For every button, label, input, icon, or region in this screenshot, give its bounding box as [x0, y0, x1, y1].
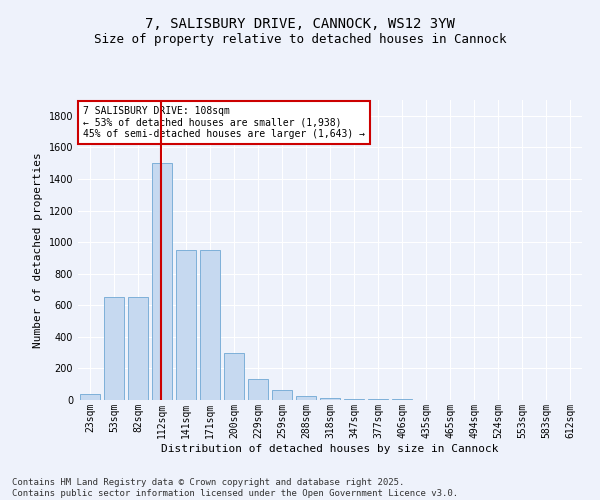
Bar: [224, 354, 244, 400]
Bar: [80, 394, 100, 400]
Bar: [200, 250, 220, 400]
Bar: [272, 390, 292, 400]
Bar: [104, 298, 124, 400]
Bar: [128, 298, 148, 400]
Bar: [248, 380, 268, 400]
Y-axis label: Number of detached properties: Number of detached properties: [33, 152, 43, 348]
Text: Contains HM Land Registry data © Crown copyright and database right 2025.
Contai: Contains HM Land Registry data © Crown c…: [12, 478, 458, 498]
Text: 7 SALISBURY DRIVE: 108sqm
← 53% of detached houses are smaller (1,938)
45% of se: 7 SALISBURY DRIVE: 108sqm ← 53% of detac…: [83, 106, 365, 139]
Bar: [176, 250, 196, 400]
X-axis label: Distribution of detached houses by size in Cannock: Distribution of detached houses by size …: [161, 444, 499, 454]
Text: 7, SALISBURY DRIVE, CANNOCK, WS12 3YW: 7, SALISBURY DRIVE, CANNOCK, WS12 3YW: [145, 18, 455, 32]
Bar: [296, 396, 316, 400]
Bar: [368, 399, 388, 400]
Text: Size of property relative to detached houses in Cannock: Size of property relative to detached ho…: [94, 32, 506, 46]
Bar: [344, 399, 364, 400]
Bar: [320, 398, 340, 400]
Bar: [152, 163, 172, 400]
Bar: [392, 399, 412, 400]
